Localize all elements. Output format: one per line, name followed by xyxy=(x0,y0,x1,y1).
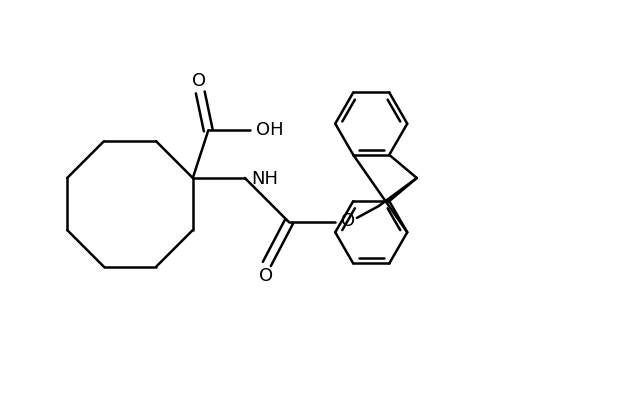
Text: NH: NH xyxy=(252,170,278,188)
Text: O: O xyxy=(259,267,273,285)
Text: OH: OH xyxy=(257,122,284,140)
Text: O: O xyxy=(340,212,355,230)
Text: O: O xyxy=(192,73,206,91)
